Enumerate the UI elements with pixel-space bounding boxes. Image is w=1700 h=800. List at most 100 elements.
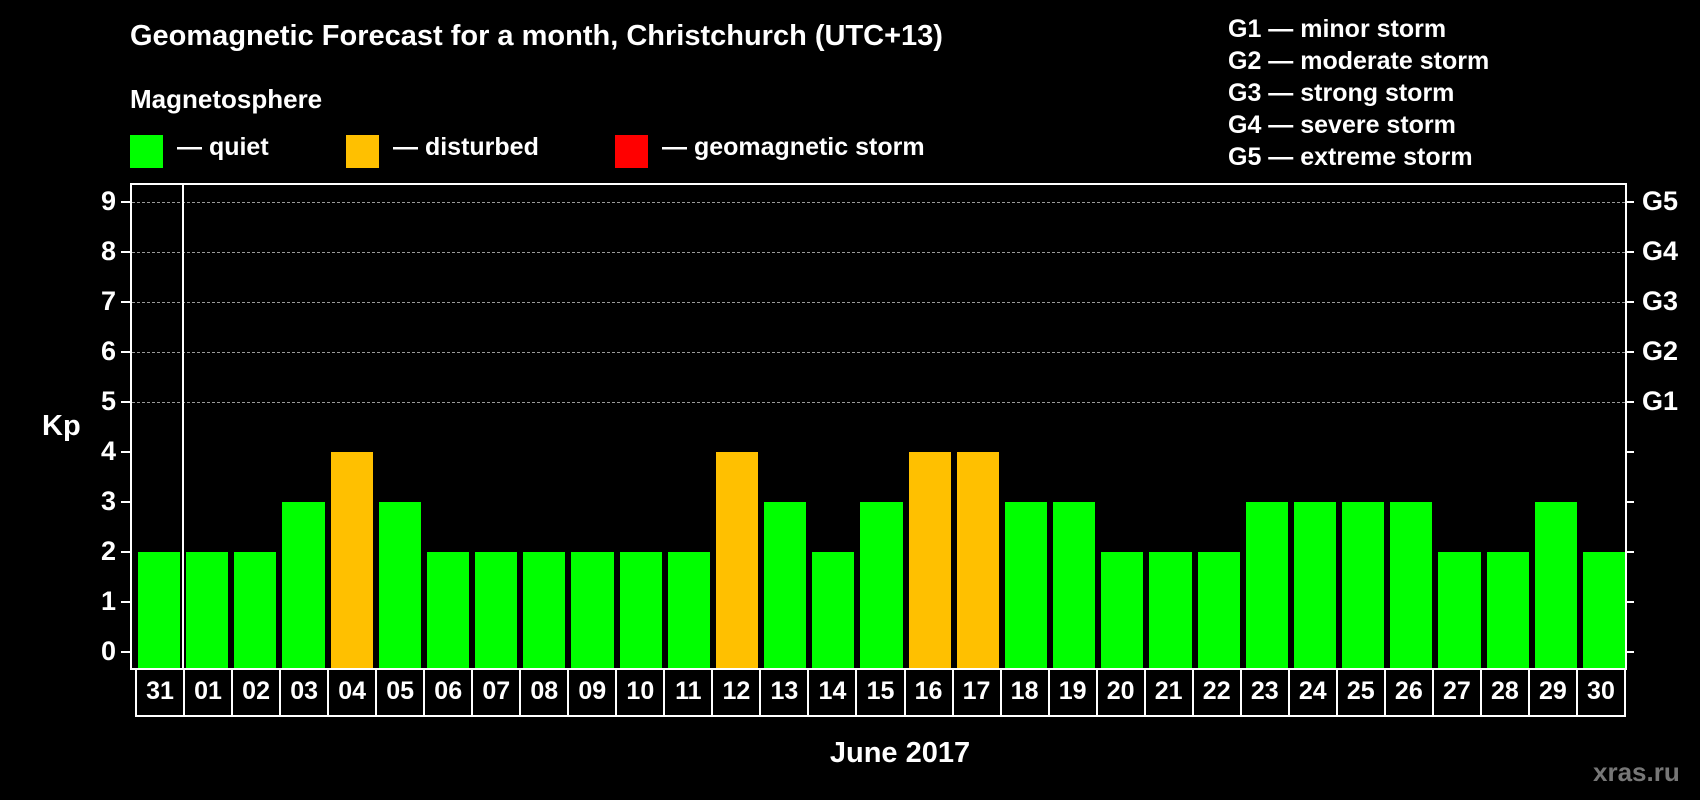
y-tick bbox=[121, 451, 130, 453]
legend-disturbed-label: — disturbed bbox=[393, 133, 539, 161]
bar-02 bbox=[234, 552, 277, 668]
bar-24 bbox=[1293, 502, 1337, 668]
date-cell: 01 bbox=[185, 668, 234, 715]
bar-06 bbox=[426, 552, 470, 668]
gridline bbox=[132, 252, 1625, 253]
y-tick-label: 9 bbox=[100, 186, 116, 216]
bar-21 bbox=[1149, 552, 1192, 668]
date-cell: 03 bbox=[281, 668, 330, 715]
bar-07 bbox=[475, 552, 518, 668]
bar-04 bbox=[330, 452, 373, 668]
storm-scale-g4: G4 — severe storm bbox=[1228, 111, 1456, 139]
y-tick-right bbox=[1625, 201, 1634, 203]
bar-12 bbox=[715, 452, 759, 668]
gridline bbox=[132, 202, 1625, 203]
y-tick-label: 8 bbox=[100, 236, 116, 266]
bar-09 bbox=[571, 552, 614, 668]
y-tick bbox=[121, 651, 130, 653]
y-tick-label: 2 bbox=[100, 536, 116, 566]
bar-27 bbox=[1438, 552, 1481, 668]
bar-15 bbox=[860, 502, 903, 668]
quiet-swatch bbox=[130, 135, 163, 168]
y-tick-label: 6 bbox=[100, 336, 116, 366]
bar-17 bbox=[956, 452, 999, 668]
y-tick-label: 1 bbox=[100, 586, 116, 616]
bar-14 bbox=[812, 552, 855, 668]
y-tick-right bbox=[1625, 501, 1634, 503]
date-cell: 28 bbox=[1482, 668, 1530, 715]
y-tick-label: 4 bbox=[100, 436, 116, 466]
date-cell: 19 bbox=[1050, 668, 1098, 715]
y-tick bbox=[121, 551, 130, 553]
storm-swatch bbox=[615, 135, 648, 168]
date-cell: 20 bbox=[1098, 668, 1146, 715]
y-tick-right bbox=[1625, 551, 1634, 553]
bar-26 bbox=[1390, 502, 1433, 668]
storm-level-label: G1 bbox=[1642, 386, 1679, 416]
bar-05 bbox=[378, 502, 421, 668]
bar-01 bbox=[186, 552, 229, 668]
storm-level-label: G3 bbox=[1642, 286, 1679, 316]
date-cell: 05 bbox=[377, 668, 426, 715]
y-tick-right bbox=[1625, 251, 1634, 253]
y-tick bbox=[121, 251, 130, 253]
bar-11 bbox=[667, 552, 710, 668]
y-tick-right bbox=[1625, 351, 1634, 353]
storm-scale-g1: G1 — minor storm bbox=[1228, 15, 1447, 43]
date-cell: 27 bbox=[1434, 668, 1482, 715]
date-cell: 22 bbox=[1194, 668, 1242, 715]
y-tick-right bbox=[1625, 451, 1634, 453]
y-tick-label: 0 bbox=[100, 636, 116, 666]
date-cell: 25 bbox=[1338, 668, 1386, 715]
date-cell: 23 bbox=[1242, 668, 1290, 715]
disturbed-swatch bbox=[346, 135, 379, 168]
date-cell: 18 bbox=[1002, 668, 1050, 715]
date-cell: 14 bbox=[809, 668, 858, 715]
date-axis: 31 01 02 03 04 05 06 07 08 09 10 11 12 13 14 15 16 17 18 19… bbox=[135, 668, 1626, 717]
bar-31 bbox=[138, 552, 181, 668]
date-cell: 06 bbox=[425, 668, 474, 715]
date-cell: 24 bbox=[1290, 668, 1338, 715]
y-tick bbox=[121, 301, 130, 303]
y-tick-right bbox=[1625, 401, 1634, 403]
x-axis-label: June 2017 bbox=[829, 737, 971, 769]
legend-storm-label: — geomagnetic storm bbox=[662, 133, 925, 161]
month-separator bbox=[182, 183, 184, 670]
bar-23 bbox=[1245, 502, 1288, 668]
bar-16 bbox=[908, 452, 951, 668]
date-cell: 09 bbox=[569, 668, 618, 715]
bar-18 bbox=[1004, 502, 1048, 668]
y-tick-label: 5 bbox=[100, 386, 116, 416]
date-cell: 17 bbox=[954, 668, 1002, 715]
bar-08 bbox=[523, 552, 566, 668]
date-cell: 12 bbox=[713, 668, 762, 715]
date-cell: 26 bbox=[1386, 668, 1434, 715]
storm-scale-g2: G2 — moderate storm bbox=[1228, 47, 1490, 75]
y-tick bbox=[121, 601, 130, 603]
gridline bbox=[132, 302, 1625, 303]
date-cell: 11 bbox=[665, 668, 714, 715]
y-tick-label: 3 bbox=[100, 486, 116, 516]
legend-heading: Magnetosphere bbox=[130, 84, 323, 114]
date-cell: 30 bbox=[1587, 677, 1615, 705]
storm-scale-g5: G5 — extreme storm bbox=[1228, 143, 1473, 171]
bar-28 bbox=[1486, 552, 1529, 668]
date-cell: 08 bbox=[521, 668, 570, 715]
bar-20 bbox=[1101, 552, 1144, 668]
gridline bbox=[132, 352, 1625, 353]
bar-19 bbox=[1053, 502, 1096, 668]
storm-level-label: G5 bbox=[1642, 186, 1679, 216]
date-cell: 07 bbox=[473, 668, 522, 715]
date-cell: 10 bbox=[617, 668, 666, 715]
date-cell: 29 bbox=[1530, 668, 1578, 715]
date-cell: 16 bbox=[906, 668, 954, 715]
y-axis-label: Kp bbox=[42, 410, 81, 442]
bar-13 bbox=[764, 502, 807, 668]
date-cell: 31 bbox=[137, 668, 186, 715]
bar-30 bbox=[1582, 552, 1625, 668]
gridline bbox=[132, 402, 1625, 403]
chart-title: Geomagnetic Forecast for a month, Christ… bbox=[130, 20, 943, 52]
date-cell: 02 bbox=[233, 668, 282, 715]
date-cell: 13 bbox=[761, 668, 810, 715]
y-tick bbox=[121, 351, 130, 353]
